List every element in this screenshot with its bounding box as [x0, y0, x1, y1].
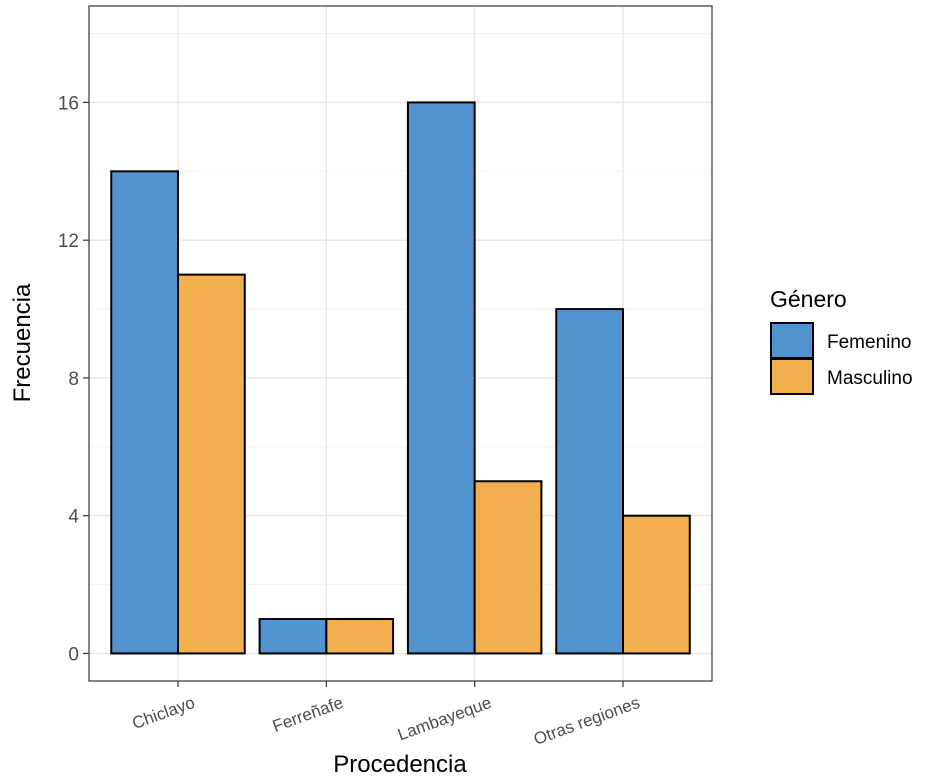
- y-tick-label: 4: [68, 507, 79, 528]
- bars: [110, 101, 691, 655]
- x-tick-label: Ferreñafe: [270, 693, 346, 736]
- bar-masculino-1: [177, 273, 246, 655]
- legend-swatch-femenino: [770, 322, 814, 359]
- x-tick-label: Otras regiones: [531, 693, 642, 749]
- x-axis-title: Procedencia: [333, 751, 467, 778]
- bar-femenino-1: [110, 170, 179, 655]
- legend-label-masculino: Masculino: [827, 368, 913, 389]
- x-tick-label: Chiclayo: [130, 693, 198, 733]
- y-tick-label: 16: [58, 93, 79, 114]
- bar-femenino-2: [258, 618, 328, 655]
- legend-swatch-masculino: [770, 358, 814, 395]
- legend-label-femenino: Femenino: [827, 332, 912, 353]
- y-axis-title: Frecuencia: [9, 283, 36, 402]
- y-tick-label: 0: [68, 644, 79, 665]
- bar-masculino-3: [473, 480, 543, 655]
- y-axis: 0 4 8 12 16: [58, 93, 89, 665]
- y-tick-label: 8: [68, 369, 79, 390]
- bar-masculino-2: [325, 618, 395, 655]
- legend: Género Femenino Masculino: [770, 286, 913, 395]
- y-tick-label: 12: [58, 231, 79, 252]
- bar-femenino-3: [406, 101, 476, 655]
- x-tick-label: Lambayeque: [395, 693, 494, 744]
- bar-masculino-4: [622, 514, 691, 655]
- plot-panel-border: [88, 5, 713, 682]
- legend-title: Género: [770, 286, 847, 312]
- x-axis: Chiclayo Ferreñafe Lambayeque Otras regione…: [130, 681, 642, 749]
- bar-femenino-4: [555, 308, 624, 655]
